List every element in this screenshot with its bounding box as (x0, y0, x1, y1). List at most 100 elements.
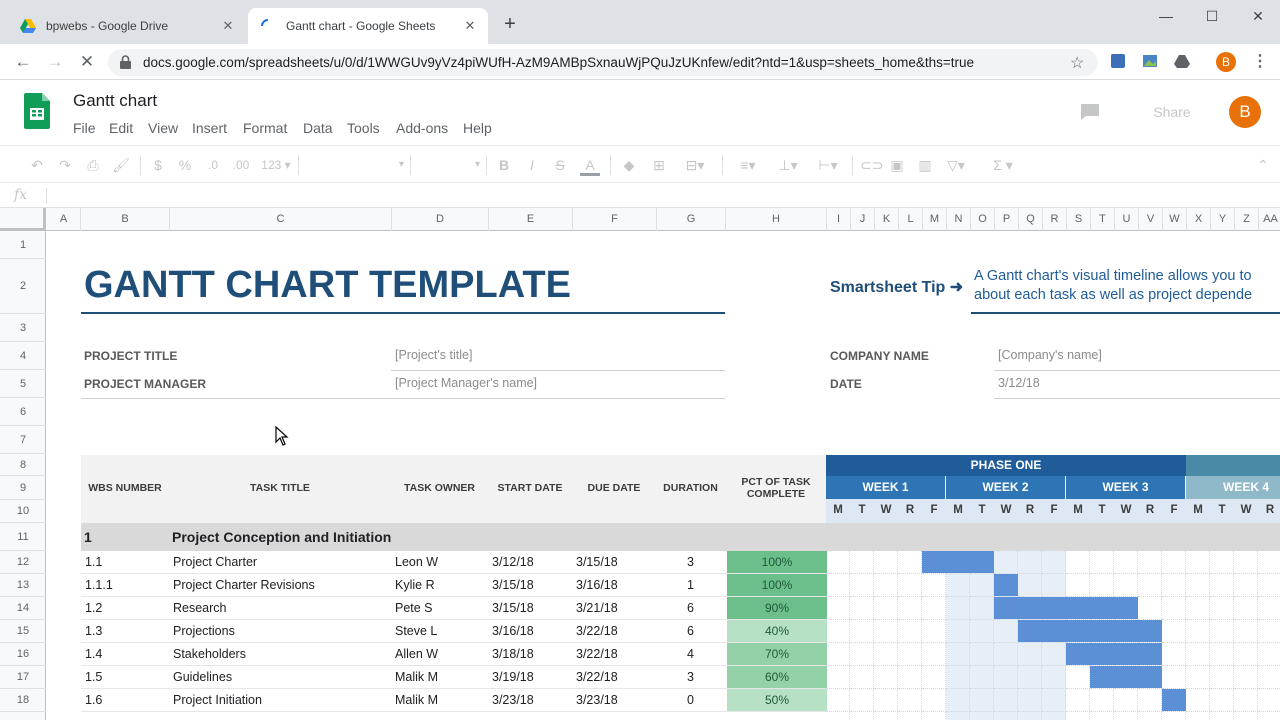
row-header-6[interactable]: 6 (0, 398, 46, 426)
column-header-m[interactable]: M (923, 208, 947, 231)
menu-insert[interactable]: Insert (192, 120, 228, 136)
task-title[interactable]: Projections (173, 624, 235, 638)
formula-bar[interactable]: fx (0, 184, 1280, 208)
task-duration[interactable]: 4 (687, 647, 694, 661)
forward-arrow-icon[interactable]: → (46, 52, 64, 71)
menu-format[interactable]: Format (243, 120, 288, 136)
task-due-date[interactable]: 3/22/18 (576, 624, 618, 638)
task-due-date[interactable]: 3/21/18 (576, 601, 618, 615)
task-duration[interactable]: 3 (687, 555, 694, 569)
task-duration[interactable]: 3 (687, 670, 694, 684)
column-header-n[interactable]: N (947, 208, 971, 231)
column-header-aa[interactable]: AA (1259, 208, 1280, 231)
task-due-date[interactable]: 3/23/18 (576, 693, 618, 707)
column-header-g[interactable]: G (657, 208, 726, 231)
drive-extension-icon[interactable] (1173, 52, 1191, 70)
task-pct-complete[interactable]: 90% (727, 597, 827, 619)
column-header-v[interactable]: V (1139, 208, 1163, 231)
column-header-b[interactable]: B (81, 208, 170, 231)
browser-menu-icon[interactable]: ⋮ (1252, 53, 1268, 70)
profile-avatar[interactable]: B (1216, 52, 1236, 72)
column-header-q[interactable]: Q (1019, 208, 1043, 231)
task-pct-complete[interactable]: 70% (727, 643, 827, 665)
project-title-value[interactable]: [Project's title] (395, 348, 473, 362)
row-header-15[interactable]: 15 (0, 620, 46, 643)
row-header-2[interactable]: 2 (0, 259, 46, 314)
new-tab-button[interactable]: + (504, 13, 516, 35)
undo-icon[interactable]: ↶ (31, 157, 43, 173)
column-header-k[interactable]: K (875, 208, 899, 231)
row-header-5[interactable]: 5 (0, 370, 46, 398)
currency-format-button[interactable]: $ (154, 157, 162, 173)
address-bar[interactable]: docs.google.com/spreadsheets/u/0/d/1WWGU… (108, 49, 1098, 76)
task-pct-complete[interactable]: 40% (727, 620, 827, 642)
column-header-w[interactable]: W (1163, 208, 1187, 231)
insert-comment-icon[interactable]: ▣ (890, 157, 904, 173)
task-owner[interactable]: Pete S (395, 601, 433, 615)
row-header-4[interactable]: 4 (0, 342, 46, 370)
menu-data[interactable]: Data (303, 120, 333, 136)
insert-chart-icon[interactable]: ▥ (918, 157, 932, 173)
column-header-e[interactable]: E (489, 208, 573, 231)
select-all-corner[interactable] (0, 208, 46, 231)
fill-color-icon[interactable]: ◆ (623, 157, 635, 173)
paint-format-icon[interactable]: 🖌 (112, 157, 130, 173)
task-duration[interactable]: 1 (687, 578, 694, 592)
task-wbs[interactable]: 1.1 (85, 555, 103, 569)
column-header-x[interactable]: X (1187, 208, 1211, 231)
row-header-16[interactable]: 16 (0, 643, 46, 666)
close-tab-icon[interactable]: ✕ (464, 18, 476, 33)
task-owner[interactable]: Kylie R (395, 578, 435, 592)
column-header-p[interactable]: P (995, 208, 1019, 231)
column-header-o[interactable]: O (971, 208, 995, 231)
vertical-align-icon[interactable]: ⊥▾ (778, 157, 798, 173)
percent-format-button[interactable]: % (178, 157, 192, 173)
row-header-8[interactable]: 8 (0, 454, 46, 476)
column-header-t[interactable]: T (1091, 208, 1115, 231)
bookmark-star-icon[interactable]: ☆ (1070, 55, 1085, 72)
task-owner[interactable]: Steve L (395, 624, 438, 638)
company-name-value[interactable]: [Company's name] (998, 348, 1102, 362)
task-duration[interactable]: 0 (687, 693, 694, 707)
task-due-date[interactable]: 3/15/18 (576, 555, 618, 569)
print-icon[interactable]: ⎙ (87, 157, 99, 173)
tab-gantt-chart[interactable]: Gantt chart - Google Sheets ✕ (248, 8, 488, 44)
column-header-z[interactable]: Z (1235, 208, 1259, 231)
task-title[interactable]: Guidelines (173, 670, 233, 684)
menu-edit[interactable]: Edit (109, 120, 134, 136)
row-header-18[interactable]: 18 (0, 689, 46, 712)
insert-link-icon[interactable]: ⊂⊃ (860, 157, 884, 173)
task-title[interactable]: Research (173, 601, 227, 615)
share-button[interactable]: Share (1124, 95, 1220, 129)
task-title[interactable]: Project Initiation (173, 693, 262, 707)
close-tab-icon[interactable]: ✕ (222, 18, 234, 33)
task-wbs[interactable]: 1.5 (85, 670, 103, 684)
task-start-date[interactable]: 3/15/18 (492, 601, 534, 615)
minimize-icon[interactable]: — (1159, 8, 1173, 24)
task-title[interactable]: Project Charter Revisions (173, 578, 315, 592)
task-title[interactable]: Stakeholders (173, 647, 246, 661)
bold-button[interactable]: B (498, 157, 510, 173)
task-wbs[interactable]: 1.1.1 (85, 578, 113, 592)
task-start-date[interactable]: 3/19/18 (492, 670, 534, 684)
back-arrow-icon[interactable]: ← (14, 52, 32, 71)
column-header-l[interactable]: L (899, 208, 923, 231)
close-window-icon[interactable]: ✕ (1252, 8, 1264, 24)
row-header-13[interactable]: 13 (0, 574, 46, 597)
extension-icon[interactable] (1109, 52, 1127, 70)
tab-google-drive[interactable]: bpwebs - Google Drive ✕ (8, 8, 246, 44)
task-duration[interactable]: 6 (687, 601, 694, 615)
task-start-date[interactable]: 3/12/18 (492, 555, 534, 569)
task-owner[interactable]: Malik M (395, 693, 439, 707)
comments-icon[interactable] (1080, 103, 1100, 121)
column-header-i[interactable]: I (827, 208, 851, 231)
collapse-toolbar-icon[interactable]: ⌃ (1257, 157, 1269, 173)
borders-icon[interactable]: ⊞ (653, 157, 665, 173)
text-color-button[interactable]: A (580, 155, 600, 176)
column-header-d[interactable]: D (392, 208, 489, 231)
menu-add-ons[interactable]: Add-ons (396, 120, 449, 136)
strikethrough-button[interactable]: S (555, 157, 565, 173)
task-start-date[interactable]: 3/16/18 (492, 624, 534, 638)
task-pct-complete[interactable]: 60% (727, 666, 827, 688)
column-header-c[interactable]: C (170, 208, 392, 231)
